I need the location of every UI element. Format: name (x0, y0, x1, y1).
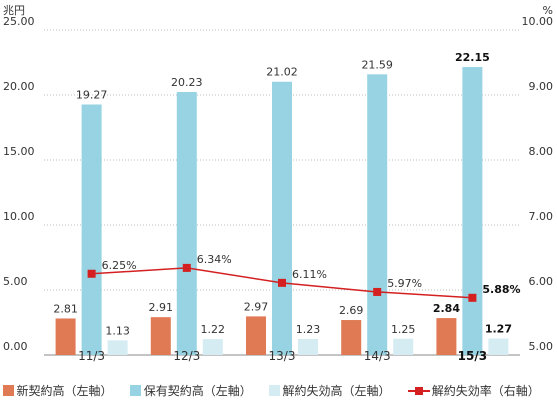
label-held: 21.02 (266, 66, 298, 79)
bar-held (176, 92, 197, 355)
category-label: 11/3 (78, 349, 105, 363)
legend: 新契約高（左軸） 保有契約高（左軸） 解約失効高（左軸） 解約失効率（右軸） (0, 378, 557, 402)
category-label: 12/3 (173, 349, 200, 363)
left-tick-label: 20.00 (3, 80, 35, 93)
bar-lapse (488, 338, 509, 355)
legend-label-rate: 解約失効率（右軸） (431, 383, 540, 398)
left-tick-label: 0.00 (3, 340, 28, 353)
rate-point (468, 293, 477, 302)
legend-swatch-new (3, 384, 14, 396)
legend-label-lapse: 解約失効高（左軸） (282, 383, 391, 398)
label-lapse: 1.27 (485, 322, 512, 335)
bar-lapse (107, 340, 128, 355)
bar-held (272, 81, 292, 356)
bar-held (367, 74, 388, 355)
bar-new (55, 318, 76, 355)
bar-new (246, 316, 266, 355)
rate-label: 5.88% (482, 283, 520, 296)
left-axis-unit: 兆円 (3, 4, 25, 17)
label-held: 22.15 (455, 51, 490, 64)
legend-label-held: 保有契約高（左軸） (143, 383, 252, 398)
rate-point (87, 269, 96, 278)
bar-lapse (298, 339, 318, 355)
legend-label-new: 新契約高（左軸） (16, 383, 113, 398)
legend-item-lapse: 解約失効高（左軸） (269, 382, 391, 399)
left-tick-label: 10.00 (3, 210, 35, 223)
data-labels: 2.81 2.91 2.97 2.69 2.84 19.27 20.23 21.02 21.59… (53, 51, 520, 337)
axis-ticks: 0.00 5.00 10.00 15.00 20.00 25.00 5.00 6.00 7.00… (3, 15, 553, 363)
bars (55, 67, 509, 356)
rate-point (278, 278, 286, 287)
label-held: 21.59 (361, 58, 393, 71)
bar-new (150, 317, 171, 355)
bar-lapse (393, 338, 414, 355)
bar-held (81, 104, 102, 356)
right-axis-unit: % (543, 4, 553, 17)
category-label: 15/3 (458, 349, 487, 363)
legend-item-held: 保有契約高（左軸） (130, 382, 252, 399)
category-label: 14/3 (364, 349, 391, 363)
legend-swatch-rate (407, 385, 430, 396)
bar-new (436, 318, 457, 355)
rate-label: 5.97% (387, 277, 422, 290)
legend-swatch-held (130, 384, 141, 396)
legend-item-new: 新契約高（左軸） (3, 382, 113, 399)
label-held: 19.27 (76, 88, 108, 101)
label-lapse: 1.23 (296, 323, 321, 336)
legend-item-rate: 解約失効率（右軸） (407, 382, 540, 399)
left-tick-label: 25.00 (3, 15, 35, 28)
label-lapse: 1.13 (105, 324, 130, 337)
label-new: 2.84 (433, 302, 460, 315)
bar-new (341, 320, 362, 355)
label-new: 2.91 (149, 301, 174, 314)
rate-point (182, 263, 191, 272)
label-new: 2.69 (339, 304, 364, 317)
rate-label: 6.34% (197, 253, 232, 266)
rate-line (87, 263, 477, 302)
left-tick-label: 15.00 (3, 145, 35, 158)
label-new: 2.81 (53, 302, 78, 315)
label-lapse: 1.22 (201, 323, 226, 336)
label-lapse: 1.25 (391, 323, 416, 336)
bar-lapse (202, 339, 223, 355)
right-tick-label: 7.00 (529, 210, 554, 223)
right-tick-label: 10.00 (522, 15, 554, 28)
rate-label: 6.25% (102, 259, 137, 272)
bar-held (462, 67, 483, 356)
rate-point (373, 287, 382, 296)
right-tick-label: 5.00 (529, 340, 554, 353)
label-held: 20.23 (171, 76, 203, 89)
label-new: 2.97 (244, 300, 269, 313)
left-tick-label: 5.00 (3, 275, 28, 288)
legend-swatch-lapse (269, 384, 280, 396)
chart: 兆円 % 2.81 2.91 2.97 2.69 2.84 19.27 20.23 21.02… (3, 4, 553, 363)
rate-label: 6.11% (292, 268, 327, 281)
right-tick-label: 9.00 (529, 80, 554, 93)
right-tick-label: 6.00 (529, 275, 554, 288)
category-label: 13/3 (269, 349, 296, 363)
right-tick-label: 8.00 (529, 145, 554, 158)
